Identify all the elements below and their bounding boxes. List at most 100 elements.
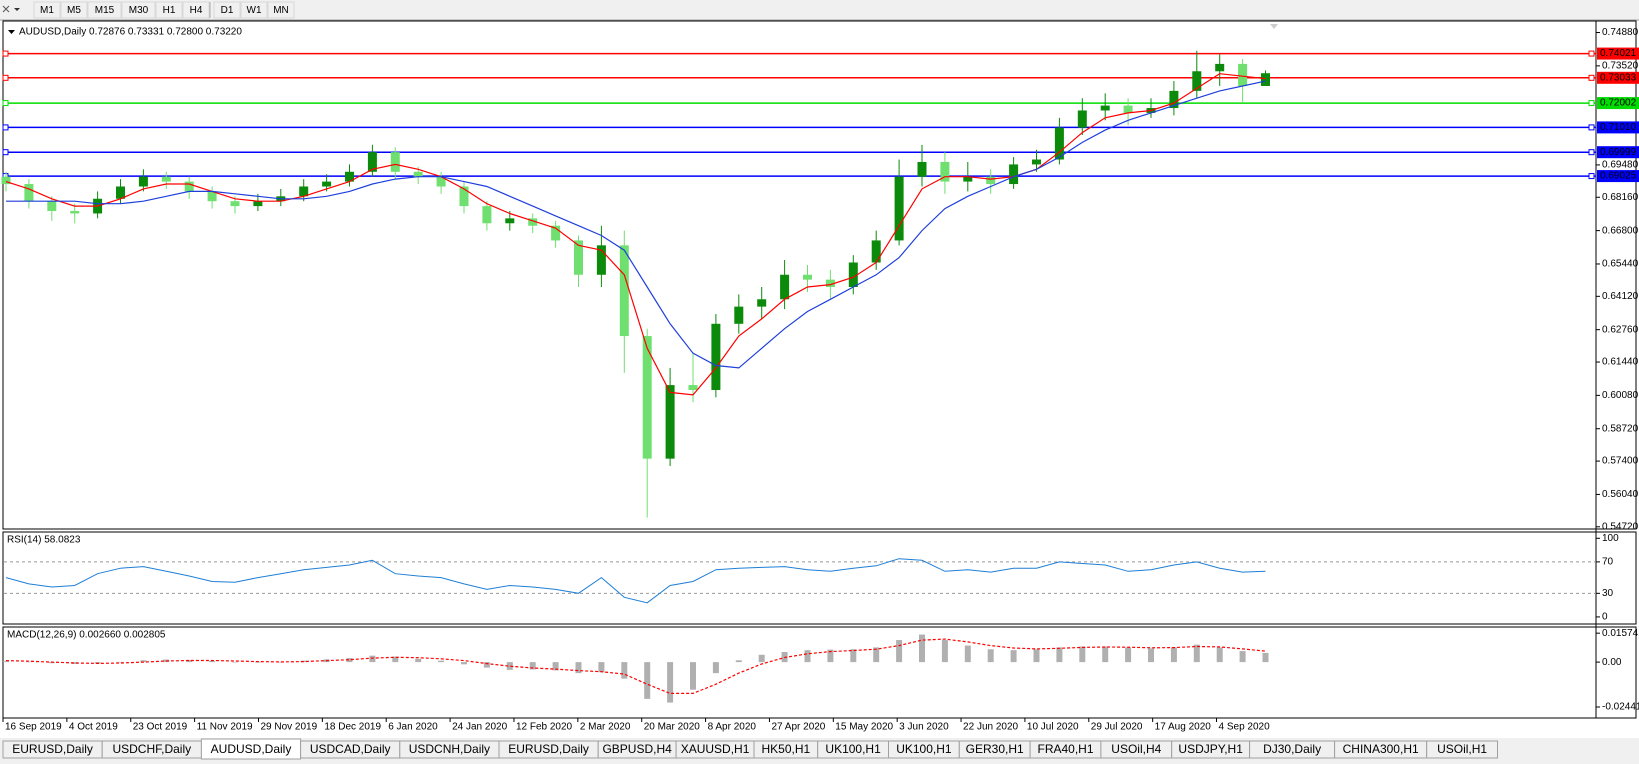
candle-body xyxy=(528,218,538,226)
macd-bar xyxy=(1079,646,1086,663)
candle-body xyxy=(803,274,812,280)
macd-bar xyxy=(644,662,651,699)
macd-panel xyxy=(2,626,1637,719)
y-tick-label: 0.015741 xyxy=(1602,628,1639,639)
macd-bar xyxy=(735,660,742,663)
candle-body xyxy=(230,201,240,207)
symbol-tab-label[interactable]: GER30,H1 xyxy=(966,742,1024,756)
timeframe-label[interactable]: H4 xyxy=(190,5,203,16)
candle-body xyxy=(1100,105,1110,111)
macd-bar xyxy=(621,662,628,679)
y-tick-label: 0.66800 xyxy=(1602,225,1639,236)
candle-body xyxy=(390,152,400,172)
level-anchor xyxy=(2,149,9,156)
timeframe-label[interactable]: M30 xyxy=(129,5,149,16)
timeframe-label[interactable]: M1 xyxy=(40,5,54,16)
macd-bar xyxy=(461,662,467,665)
candle-body xyxy=(161,176,171,182)
candle-body xyxy=(322,181,332,187)
tool-dropdown[interactable] xyxy=(14,8,20,11)
level-anchor xyxy=(1588,74,1595,81)
timeframe-label[interactable]: M15 xyxy=(95,5,115,16)
candle-body xyxy=(1215,63,1225,72)
macd-bar xyxy=(827,649,834,663)
title-arrow xyxy=(8,30,15,34)
tool-icon[interactable] xyxy=(2,5,10,13)
symbol-tab-label[interactable]: GBPUSD,H4 xyxy=(602,742,672,756)
timeframe-button[interactable] xyxy=(87,1,122,19)
symbol-tab-label[interactable]: EURUSD,Daily xyxy=(12,742,93,756)
symbol-tab-label[interactable]: USDCNH,Daily xyxy=(409,742,490,756)
candle-body xyxy=(459,186,469,207)
y-tick-label: 30 xyxy=(1602,588,1614,599)
candle-body xyxy=(253,201,263,207)
symbol-tab-label[interactable]: AUDUSD,Daily xyxy=(211,742,292,756)
timeframe-label[interactable]: MN xyxy=(273,5,289,16)
timeframe-label[interactable]: D1 xyxy=(221,5,234,16)
timeframe-button[interactable] xyxy=(267,1,295,19)
timeframe-label[interactable]: H1 xyxy=(163,5,176,16)
symbol-tab-label[interactable]: USDCHF,Daily xyxy=(112,742,191,756)
level-label: 0.69999 xyxy=(1600,147,1637,158)
rsi-line xyxy=(5,558,1266,604)
candle-body xyxy=(1054,127,1064,160)
macd-bar xyxy=(369,655,376,663)
x-tick-label: 16 Sep 2019 xyxy=(5,722,62,733)
candle-body xyxy=(482,206,492,224)
y-tick-label: 0.54720 xyxy=(1602,521,1639,532)
symbol-tab-label[interactable]: USDJPY,H1 xyxy=(1178,742,1243,756)
candle-body xyxy=(825,279,835,288)
symbol-tab-label[interactable]: UK100,H1 xyxy=(896,742,952,756)
timeframe-button[interactable] xyxy=(155,1,183,19)
macd-bar xyxy=(1262,652,1269,663)
candle-body xyxy=(24,184,34,202)
symbol-tab-label[interactable]: USOil,H1 xyxy=(1437,742,1487,756)
x-tick-label: 20 Mar 2020 xyxy=(644,722,701,733)
symbol-tab-label[interactable]: UK100,H1 xyxy=(825,742,881,756)
candle-body xyxy=(47,201,57,212)
macd-bar xyxy=(1033,649,1040,663)
symbol-tab-label[interactable]: CHINA300,H1 xyxy=(1343,742,1419,756)
timeframe-button[interactable] xyxy=(121,1,156,19)
level-anchor xyxy=(1588,100,1595,107)
level-label-box xyxy=(1597,121,1639,134)
x-tick-label: 23 Oct 2019 xyxy=(133,722,188,733)
candle-body xyxy=(436,176,446,187)
macd-bar xyxy=(1193,644,1200,663)
symbol-tab-label[interactable]: FRA40,H1 xyxy=(1037,742,1093,756)
x-tick-label: 4 Sep 2020 xyxy=(1219,722,1271,733)
timeframe-button[interactable] xyxy=(182,1,210,19)
symbol-tab-label[interactable]: EURUSD,Daily xyxy=(508,742,589,756)
timeframe-button[interactable] xyxy=(240,1,268,19)
symbol-tab-label[interactable]: HK50,H1 xyxy=(761,742,810,756)
level-label-box xyxy=(1597,97,1639,110)
symbol-tab-label[interactable]: XAUUSD,H1 xyxy=(681,742,750,756)
y-tick-label: 0.65440 xyxy=(1602,259,1639,270)
candle-body xyxy=(688,385,698,390)
rsi-panel xyxy=(2,531,1637,625)
macd-bar xyxy=(483,662,490,668)
symbol-tab-label[interactable]: USOil,H4 xyxy=(1111,742,1161,756)
timeframe-button[interactable] xyxy=(213,1,241,19)
candle-body xyxy=(367,152,377,172)
timeframe-label[interactable]: M5 xyxy=(67,5,81,16)
macd-bar xyxy=(552,662,559,671)
candle-body xyxy=(665,385,675,459)
x-tick-label: 17 Aug 2020 xyxy=(1155,722,1212,733)
y-tick-label: 0.57400 xyxy=(1602,456,1639,467)
macd-bar xyxy=(3,661,9,663)
macd-bar xyxy=(575,662,582,674)
chart-title: AUDUSD,Daily 0.72876 0.73331 0.72800 0.7… xyxy=(19,27,242,38)
symbol-tab-label[interactable]: DJ30,Daily xyxy=(1263,742,1321,756)
symbol-tab[interactable] xyxy=(1426,740,1498,759)
timeframe-button[interactable] xyxy=(33,1,61,19)
timeframe-button[interactable] xyxy=(60,1,88,19)
y-tick-label: 0.74880 xyxy=(1602,27,1639,38)
y-tick-label: 0.61440 xyxy=(1602,357,1639,368)
x-tick-label: 4 Oct 2019 xyxy=(69,722,118,733)
symbol-tab-label[interactable]: USDCAD,Daily xyxy=(310,742,391,756)
macd-bar xyxy=(1056,647,1063,663)
x-tick-label: 2 Mar 2020 xyxy=(580,722,631,733)
timeframe-label[interactable]: W1 xyxy=(247,5,262,16)
